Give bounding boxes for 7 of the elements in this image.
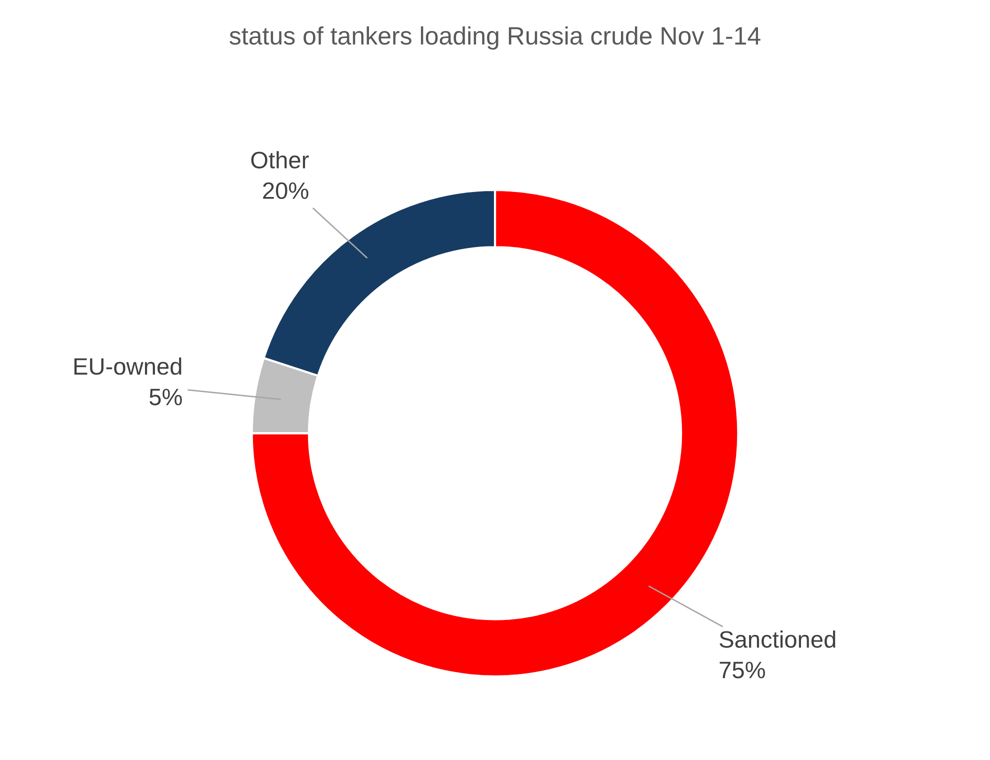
slice-label: EU-owned — [74, 357, 182, 375]
data-label: 20% — [263, 182, 308, 200]
data-label: 5% — [150, 388, 182, 406]
slice-label: Other — [251, 151, 309, 168]
slice-label: Sanctioned — [720, 630, 836, 648]
data-label: 75% — [720, 662, 765, 678]
chart-title: status of tankers loading Russia crude Nov 1-14 — [230, 26, 760, 50]
